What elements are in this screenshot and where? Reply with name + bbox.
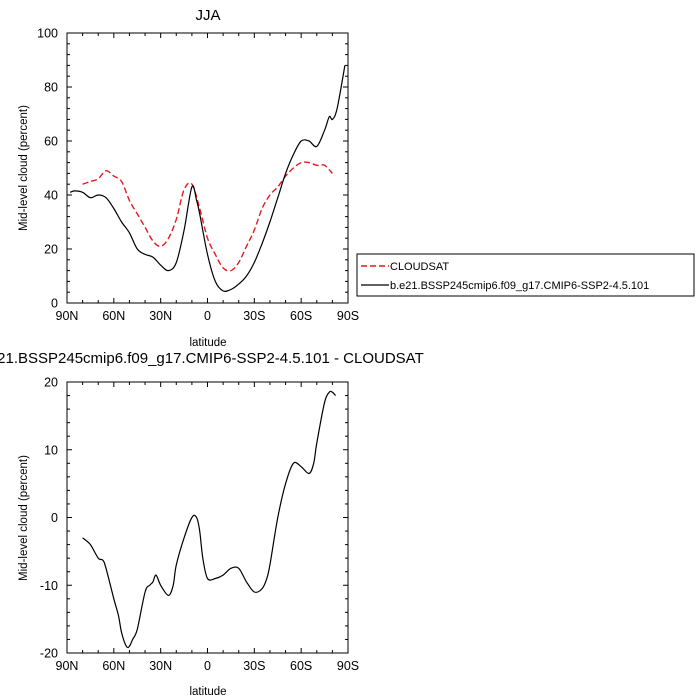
bottom-x-axis-label: latitude <box>189 686 226 698</box>
y-tick-label: -20 <box>40 647 58 661</box>
top-y-axis-label: Mid-level cloud (percent) <box>18 105 30 231</box>
x-tick-label: 90N <box>56 659 79 673</box>
top-chart-title: JJA <box>195 7 220 24</box>
y-tick-label: 20 <box>44 243 58 257</box>
y-tick-label: 100 <box>37 27 58 41</box>
x-tick-label: 30S <box>243 309 265 323</box>
y-tick-label: 80 <box>44 81 58 95</box>
model-series-line <box>69 65 346 292</box>
y-tick-label: -10 <box>40 579 58 593</box>
x-tick-label: 0 <box>204 309 211 323</box>
cloudsat-series-line <box>82 161 333 272</box>
y-tick-label: 20 <box>44 376 58 390</box>
x-tick-label: 90N <box>56 309 79 323</box>
y-tick-label: 0 <box>51 297 58 311</box>
difference-series-line <box>82 390 336 649</box>
x-tick-label: 60S <box>290 659 312 673</box>
legend-box <box>356 253 695 297</box>
x-tick-label: 60N <box>102 659 125 673</box>
x-tick-label: 60N <box>102 309 125 323</box>
x-tick-label: 60S <box>290 309 312 323</box>
y-tick-label: 10 <box>44 443 58 457</box>
x-tick-label: 30S <box>243 659 265 673</box>
panel-top: JJA 90N 60N 30N 0 30S 60S 90S 0 20 40 60 80 100 lati… <box>18 7 359 349</box>
bottom-chart-title: b.e21.BSSP245cmip6.f09_g17.CMIP6-SSP2-4.… <box>0 350 424 367</box>
x-tick-label: 90S <box>337 309 359 323</box>
x-tick-label: 30N <box>149 309 172 323</box>
legend-label-model: b.e21.BSSP245cmip6.f09_g17.CMIP6-SSP2-4.… <box>390 280 649 292</box>
bottom-plot-frame <box>66 381 349 654</box>
y-tick-label: 40 <box>44 189 58 203</box>
x-tick-label: 0 <box>204 659 211 673</box>
panel-bottom: b.e21.BSSP245cmip6.f09_g17.CMIP6-SSP2-4.… <box>0 350 424 698</box>
legend-label-cloudsat: CLOUDSAT <box>390 261 449 273</box>
bottom-y-axis-label: Mid-level cloud (percent) <box>18 455 30 581</box>
x-tick-label: 30N <box>149 659 172 673</box>
y-tick-label: 60 <box>44 135 58 149</box>
y-tick-label: 0 <box>51 511 58 525</box>
top-plot-frame <box>66 32 349 304</box>
x-tick-label: 90S <box>337 659 359 673</box>
top-x-axis-label: latitude <box>189 337 226 349</box>
legend: CLOUDSAT b.e21.BSSP245cmip6.f09_g17.CMIP… <box>356 253 695 297</box>
